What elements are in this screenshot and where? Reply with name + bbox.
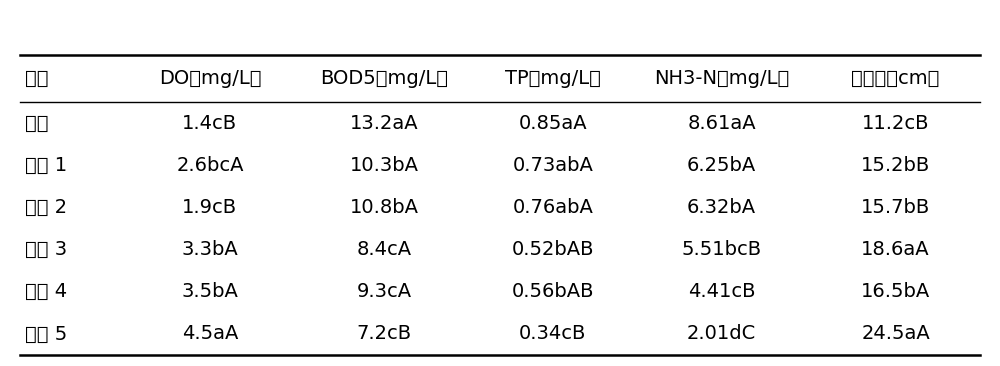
Text: 3.3bA: 3.3bA [182,240,238,259]
Text: 8.61aA: 8.61aA [687,114,756,133]
Text: 24.5aA: 24.5aA [861,325,930,343]
Text: 透明度（cm）: 透明度（cm） [851,69,940,88]
Text: 0.76abA: 0.76abA [512,198,593,217]
Text: 0.85aA: 0.85aA [518,114,587,133]
Text: 处理 5: 处理 5 [25,325,67,343]
Text: 对照: 对照 [25,114,48,133]
Text: 0.52bAB: 0.52bAB [511,240,594,259]
Text: 处理: 处理 [25,69,48,88]
Text: 10.8bA: 10.8bA [349,198,418,217]
Text: DO（mg/L）: DO（mg/L） [159,69,261,88]
Text: 8.4cA: 8.4cA [356,240,412,259]
Text: 1.9cB: 1.9cB [182,198,237,217]
Text: 7.2cB: 7.2cB [356,325,412,343]
Text: 处理 4: 处理 4 [25,283,67,301]
Text: 15.7bB: 15.7bB [861,198,930,217]
Text: 13.2aA: 13.2aA [350,114,418,133]
Text: 16.5bA: 16.5bA [861,283,930,301]
Text: 18.6aA: 18.6aA [861,240,930,259]
Text: 10.3bA: 10.3bA [349,156,418,175]
Text: 0.34cB: 0.34cB [519,325,586,343]
Text: 3.5bA: 3.5bA [181,283,238,301]
Text: BOD5（mg/L）: BOD5（mg/L） [320,69,448,88]
Text: 0.73abA: 0.73abA [512,156,593,175]
Text: 0.56bAB: 0.56bAB [511,283,594,301]
Text: 2.01dC: 2.01dC [687,325,756,343]
Text: 5.51bcB: 5.51bcB [681,240,762,259]
Text: 1.4cB: 1.4cB [182,114,237,133]
Text: TP（mg/L）: TP（mg/L） [505,69,601,88]
Text: 4.5aA: 4.5aA [182,325,238,343]
Text: 6.32bA: 6.32bA [687,198,756,217]
Text: 11.2cB: 11.2cB [862,114,929,133]
Text: 6.25bA: 6.25bA [687,156,756,175]
Text: 9.3cA: 9.3cA [356,283,412,301]
Text: 2.6bcA: 2.6bcA [176,156,244,175]
Text: 处理 2: 处理 2 [25,198,67,217]
Text: 4.41cB: 4.41cB [688,283,755,301]
Text: 15.2bB: 15.2bB [861,156,930,175]
Text: NH3-N（mg/L）: NH3-N（mg/L） [654,69,789,88]
Text: 处理 3: 处理 3 [25,240,67,259]
Text: 处理 1: 处理 1 [25,156,67,175]
